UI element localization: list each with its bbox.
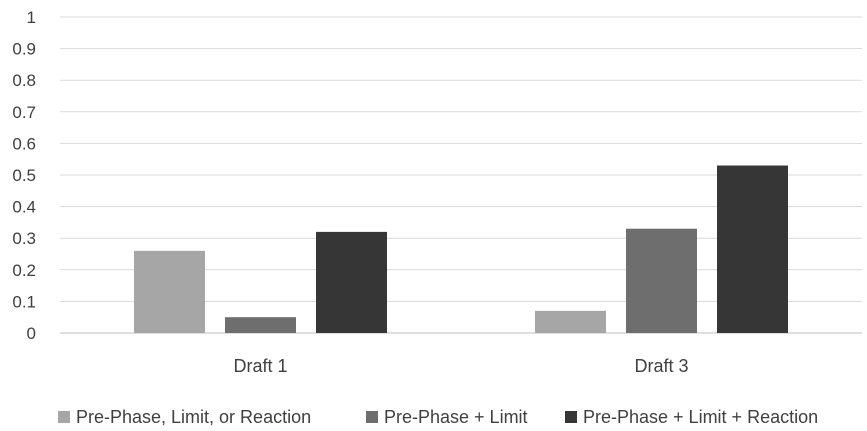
y-axis: 0 0.1 0.2 0.3 0.4 0.5 0.6 0.7 0.8 0.9 1 xyxy=(12,8,36,343)
y-tick-label: 0.2 xyxy=(12,261,36,280)
y-tick-label: 0.8 xyxy=(12,71,36,90)
y-tick-label: 0.6 xyxy=(12,134,36,153)
y-tick-label: 0.5 xyxy=(12,166,36,185)
legend-label: Pre-Phase, Limit, or Reaction xyxy=(76,407,311,427)
bar xyxy=(225,317,296,333)
y-tick-label: 0.1 xyxy=(12,292,36,311)
legend-swatch xyxy=(58,411,70,423)
y-tick-label: 0.9 xyxy=(12,40,36,59)
legend-swatch xyxy=(366,411,378,423)
bar xyxy=(626,228,697,333)
legend-label: Pre-Phase + Limit xyxy=(384,407,528,427)
category-label: Draft 3 xyxy=(634,356,688,376)
bars xyxy=(134,165,788,333)
x-axis: Draft 1 Draft 3 xyxy=(233,356,688,376)
legend-label: Pre-Phase + Limit + Reaction xyxy=(583,407,818,427)
y-tick-label: 1 xyxy=(27,8,36,27)
category-label: Draft 1 xyxy=(233,356,287,376)
legend-swatch xyxy=(565,411,577,423)
y-tick-label: 0.3 xyxy=(12,229,36,248)
y-tick-label: 0 xyxy=(27,324,36,343)
legend: Pre-Phase, Limit, or Reaction Pre-Phase +… xyxy=(58,407,818,427)
bar xyxy=(316,231,387,333)
bar xyxy=(535,310,606,333)
y-tick-label: 0.4 xyxy=(12,198,36,217)
bar xyxy=(717,165,788,333)
y-tick-label: 0.7 xyxy=(12,103,36,122)
bar xyxy=(134,250,205,333)
